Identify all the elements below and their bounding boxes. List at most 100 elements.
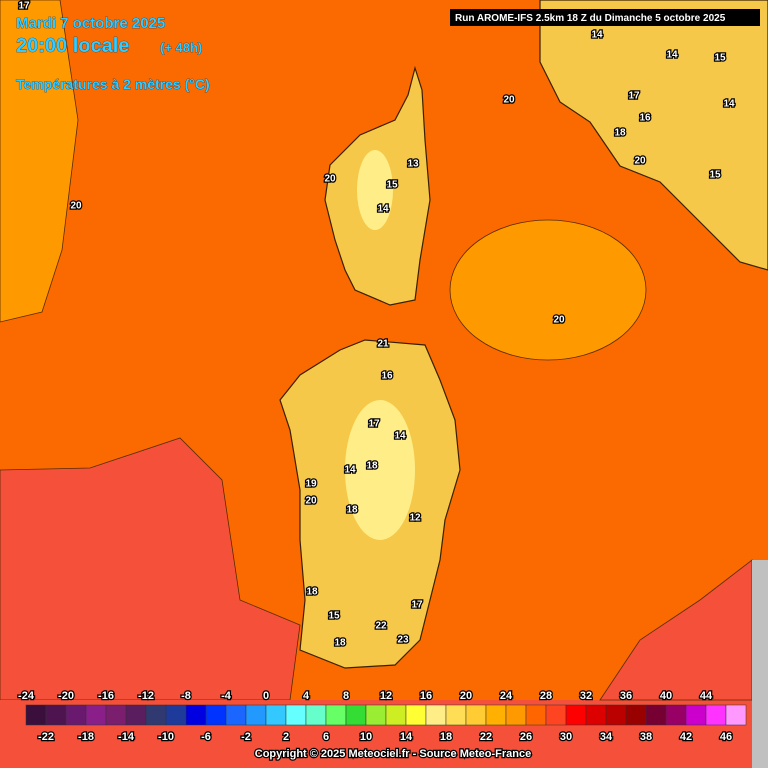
contour-label: 20 — [324, 174, 336, 185]
contour-label: 18 — [366, 461, 378, 472]
scale-label: -18 — [78, 731, 94, 743]
contour-label: 18 — [346, 505, 358, 516]
scale-label: 30 — [560, 731, 572, 743]
color-swatch — [305, 704, 327, 726]
scale-label: 34 — [600, 731, 613, 743]
color-swatch — [385, 704, 407, 726]
scale-label: 36 — [620, 690, 632, 702]
color-swatch — [145, 704, 167, 726]
contour-label: 20 — [305, 496, 317, 507]
color-swatch — [445, 704, 467, 726]
scale-label: 10 — [360, 731, 372, 743]
color-swatch — [485, 704, 507, 726]
contour-label: 17 — [368, 419, 380, 430]
color-swatch — [645, 704, 667, 726]
contour-label: 20 — [70, 201, 82, 212]
contour-label: 20 — [634, 156, 646, 167]
contour-label: 16 — [639, 113, 651, 124]
lead-time: (+ 48h) — [160, 40, 202, 55]
scale-label: 20 — [460, 690, 472, 702]
color-swatch — [345, 704, 367, 726]
scale-label: 38 — [640, 731, 652, 743]
scale-label: -22 — [38, 731, 54, 743]
scale-label: -24 — [18, 690, 35, 702]
scale-label: -16 — [98, 690, 114, 702]
color-swatch — [205, 704, 227, 726]
parameter: Températures à 2 mètres (°C) — [16, 76, 210, 92]
scale-label: -8 — [181, 690, 191, 702]
color-swatch — [165, 704, 187, 726]
scale-label: 44 — [700, 690, 713, 702]
color-swatch — [425, 704, 447, 726]
scale-label: 42 — [680, 731, 692, 743]
relief — [345, 400, 415, 540]
contour-label: 15 — [714, 53, 726, 64]
contour-label: 18 — [334, 638, 346, 649]
contour-label: 18 — [614, 128, 626, 139]
contour-label: 21 — [377, 339, 389, 350]
contour-label: 15 — [328, 611, 340, 622]
color-swatch — [105, 704, 127, 726]
run-box — [450, 9, 760, 26]
color-swatch — [85, 704, 107, 726]
relief — [357, 150, 393, 230]
contour-label: 14 — [723, 99, 735, 110]
contour-label: 15 — [386, 180, 398, 191]
scale-label: 0 — [263, 690, 269, 702]
color-swatch — [525, 704, 547, 726]
contour-label: 20 — [503, 95, 515, 106]
contour-label: 17 — [628, 91, 640, 102]
scale-label: 14 — [400, 731, 413, 743]
contour-label: 23 — [397, 635, 409, 646]
color-swatch — [65, 704, 87, 726]
warm-zone — [0, 0, 79, 323]
contour-label: 17 — [411, 600, 423, 611]
color-swatch — [45, 704, 67, 726]
scale-label: -2 — [241, 731, 251, 743]
contour-label: 20 — [553, 315, 565, 326]
color-swatch — [625, 704, 647, 726]
color-swatch — [285, 704, 307, 726]
warm-zone — [449, 219, 647, 361]
contour-label: 14 — [394, 431, 406, 442]
color-swatch — [585, 704, 607, 726]
scale-label: -20 — [58, 690, 74, 702]
no-data — [752, 560, 768, 768]
scale-label: 18 — [440, 731, 452, 743]
scale-label: 12 — [380, 690, 392, 702]
scale-label: -4 — [221, 690, 232, 702]
color-swatch — [405, 704, 427, 726]
color-swatch — [505, 704, 527, 726]
scale-label: 6 — [323, 731, 329, 743]
contour-label: 14 — [377, 204, 389, 215]
scale-label: 4 — [303, 690, 310, 702]
scale-label: -14 — [118, 731, 135, 743]
color-swatch — [665, 704, 687, 726]
scale-label: 28 — [540, 690, 552, 702]
contour-label: 14 — [666, 50, 678, 61]
color-swatch — [605, 704, 627, 726]
contour-label: 13 — [407, 159, 419, 170]
date: Mardi 7 octobre 2025 — [16, 15, 165, 32]
color-swatch — [225, 704, 247, 726]
contour-label: 14 — [591, 30, 603, 41]
scale-label: 22 — [480, 731, 492, 743]
scale-label: 16 — [420, 690, 432, 702]
color-swatch — [705, 704, 727, 726]
color-swatch — [125, 704, 147, 726]
color-swatch — [365, 704, 387, 726]
color-swatch — [265, 704, 287, 726]
color-swatch — [185, 704, 207, 726]
contour-label: 16 — [381, 371, 393, 382]
scale-label: 2 — [283, 731, 289, 743]
scale-label: -6 — [201, 731, 211, 743]
scale-label: 8 — [343, 690, 349, 702]
run-info: Run AROME-IFS 2.5km 18 Z du Dimanche 5 o… — [455, 13, 726, 24]
scale-label: 40 — [660, 690, 672, 702]
contour-label: 12 — [409, 513, 421, 524]
color-swatch — [725, 704, 747, 726]
scale-label: -10 — [158, 731, 174, 743]
color-swatch — [565, 704, 587, 726]
color-swatch — [465, 704, 487, 726]
